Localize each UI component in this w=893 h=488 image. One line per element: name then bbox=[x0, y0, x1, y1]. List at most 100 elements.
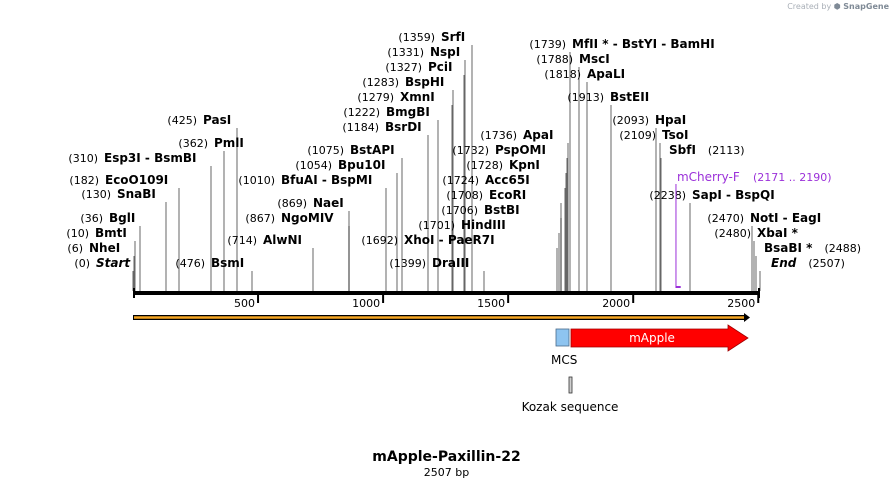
site-label-pasi[interactable]: (425) PasI bbox=[167, 113, 231, 127]
site-label-xmni[interactable]: (1279) XmnI bbox=[357, 90, 434, 104]
site-name: Start bbox=[96, 256, 131, 270]
primer-name[interactable]: mCherry-F bbox=[677, 170, 740, 184]
ruler: 500 1000 1500 2000 2500 bbox=[234, 295, 760, 310]
site-label-bfuai-bspmi[interactable]: (1010) BfuAI - BspMI bbox=[238, 173, 372, 187]
site-label-bsphi[interactable]: (1283) BspHI bbox=[362, 75, 444, 89]
site-label-noti-eagi[interactable]: (2470) NotI - EagI bbox=[707, 211, 821, 225]
site-label-bsabi[interactable]: BsaBI * (2488) bbox=[764, 241, 861, 255]
feature-group: MCS mApple Kozak sequence bbox=[522, 324, 749, 414]
site-label-msci[interactable]: (1788) MscI bbox=[536, 52, 609, 66]
site-label-bpu10i[interactable]: (1054) Bpu10I bbox=[295, 158, 385, 172]
site-label-bsteii[interactable]: (1913) BstEII bbox=[567, 90, 649, 104]
site-position: (714) bbox=[227, 234, 257, 247]
site-position: (182) bbox=[69, 174, 99, 187]
snapgene-logo-icon: ⬢ bbox=[833, 2, 841, 11]
site-label-tsoi[interactable]: (2109) TsoI bbox=[619, 128, 688, 142]
site-label-pmli[interactable]: (362) PmlI bbox=[178, 136, 243, 150]
kozak-label: Kozak sequence bbox=[522, 400, 619, 414]
site-label-kpni[interactable]: (1728) KpnI bbox=[466, 158, 539, 172]
site-label-hindiii[interactable]: (1701) HindIII bbox=[418, 218, 505, 232]
site-position: (36) bbox=[80, 212, 103, 225]
site-name: NaeI bbox=[313, 196, 344, 210]
site-position: (1706) bbox=[441, 204, 478, 217]
site-label-end[interactable]: End (2507) bbox=[771, 256, 845, 270]
site-position: (1788) bbox=[536, 53, 573, 66]
site-label-start[interactable]: (0) Start bbox=[74, 256, 131, 270]
site-label-acc65i[interactable]: (1724) Acc65I bbox=[442, 173, 529, 187]
site-position: (1736) bbox=[480, 129, 517, 142]
site-position: (1732) bbox=[452, 144, 489, 157]
site-label-draiii[interactable]: (1399) DraIII bbox=[389, 256, 469, 270]
site-position: (6) bbox=[67, 242, 83, 255]
site-name: MfII * - BstYI - BamHI bbox=[572, 37, 715, 51]
snapgene-credit: Created by ⬢ SnapGene bbox=[787, 2, 889, 11]
orf-bar[interactable] bbox=[133, 313, 750, 322]
site-name: KpnI bbox=[509, 158, 540, 172]
ruler-tick-label: 1000 bbox=[352, 297, 380, 310]
site-position: (1724) bbox=[442, 174, 479, 187]
site-label-ngomiv[interactable]: (867) NgoMIV bbox=[245, 211, 334, 225]
site-label-snabi[interactable]: (130) SnaBI bbox=[81, 187, 156, 201]
site-position: (1728) bbox=[466, 159, 503, 172]
site-label-sapi-bspqi[interactable]: (2238) SapI - BspQI bbox=[649, 188, 774, 202]
site-label-sbfi[interactable]: SbfI (2113) bbox=[669, 143, 745, 157]
site-label-apai[interactable]: (1736) ApaI bbox=[480, 128, 553, 142]
mapple-arrow[interactable] bbox=[570, 324, 749, 352]
site-name: PciI bbox=[428, 60, 453, 74]
site-label-bmgbi[interactable]: (1222) BmgBI bbox=[343, 105, 429, 119]
site-label-bgli[interactable]: (36) BglI bbox=[80, 211, 135, 225]
site-name: ApaI bbox=[523, 128, 553, 142]
site-name: ApaLI bbox=[587, 67, 625, 81]
site-label-pspomi[interactable]: (1732) PspOMI bbox=[452, 143, 546, 157]
site-label-esp3i-bsmbi[interactable]: (310) Esp3I - BsmBI bbox=[68, 151, 196, 165]
dna-backbone[interactable] bbox=[133, 291, 760, 295]
site-position: (476) bbox=[175, 257, 205, 270]
mcs-box[interactable] bbox=[555, 328, 570, 347]
site-position: (867) bbox=[245, 212, 275, 225]
site-label-nspi[interactable]: (1331) NspI bbox=[387, 45, 460, 59]
site-lines bbox=[132, 45, 761, 291]
site-name: BsaBI * bbox=[764, 241, 813, 255]
site-label-apali[interactable]: (1818) ApaLI bbox=[544, 67, 625, 81]
site-name: BstEII bbox=[610, 90, 649, 104]
site-label-srfi[interactable]: (1359) SrfI bbox=[398, 30, 465, 44]
site-position: (0) bbox=[74, 257, 90, 270]
site-name: SnaBI bbox=[117, 187, 156, 201]
site-label-naei[interactable]: (869) NaeI bbox=[277, 196, 343, 210]
site-label-ecori[interactable]: (1708) EcoRI bbox=[446, 188, 526, 202]
site-label-bmti[interactable]: (10) BmtI bbox=[66, 226, 126, 240]
site-label-mfii-bstyi-bamhi[interactable]: (1739) MfII * - BstYI - BamHI bbox=[529, 37, 714, 51]
site-position: (1818) bbox=[544, 68, 581, 81]
ruler-tick-label: 500 bbox=[234, 297, 255, 310]
site-name: HindIII bbox=[461, 218, 506, 232]
kozak-box[interactable] bbox=[568, 376, 573, 394]
site-label-xhoi-paer7i[interactable]: (1692) XhoI - PaeR7I bbox=[361, 233, 494, 247]
site-position: (2507) bbox=[808, 257, 845, 270]
site-position: (1054) bbox=[295, 159, 332, 172]
site-label-nhei[interactable]: (6) NheI bbox=[67, 241, 120, 255]
site-name: BglI bbox=[109, 211, 135, 225]
site-label-ecoo109i[interactable]: (182) EcoO109I bbox=[69, 173, 168, 187]
site-position: (1075) bbox=[307, 144, 344, 157]
mcs-label: MCS bbox=[551, 353, 577, 367]
site-name: BstAPI bbox=[350, 143, 395, 157]
site-position: (2480) bbox=[714, 227, 751, 240]
site-name: NotI - EagI bbox=[750, 211, 821, 225]
plasmid-name: mApple-Paxillin-22 bbox=[372, 449, 521, 465]
site-label-xbai[interactable]: (2480) XbaI * bbox=[714, 226, 798, 240]
site-label-bstbi[interactable]: (1706) BstBI bbox=[441, 203, 519, 217]
site-position: (2238) bbox=[649, 189, 686, 202]
site-position: (1283) bbox=[362, 76, 399, 89]
site-name: SapI - BspQI bbox=[692, 188, 775, 202]
site-label-bstapi[interactable]: (1075) BstAPI bbox=[307, 143, 394, 157]
site-position: (1327) bbox=[385, 61, 422, 74]
primer-binding-mark[interactable] bbox=[675, 286, 681, 288]
primer-group[interactable]: mCherry-F (2171 .. 2190) bbox=[675, 170, 832, 288]
site-name: EcoO109I bbox=[105, 173, 168, 187]
site-position: (1222) bbox=[343, 106, 380, 119]
site-label-hpai[interactable]: (2093) HpaI bbox=[612, 113, 686, 127]
site-label-alwni[interactable]: (714) AlwNI bbox=[227, 233, 302, 247]
site-label-bsmi[interactable]: (476) BsmI bbox=[175, 256, 244, 270]
site-label-pcii[interactable]: (1327) PciI bbox=[385, 60, 452, 74]
site-label-bsrdi[interactable]: (1184) BsrDI bbox=[342, 120, 421, 134]
